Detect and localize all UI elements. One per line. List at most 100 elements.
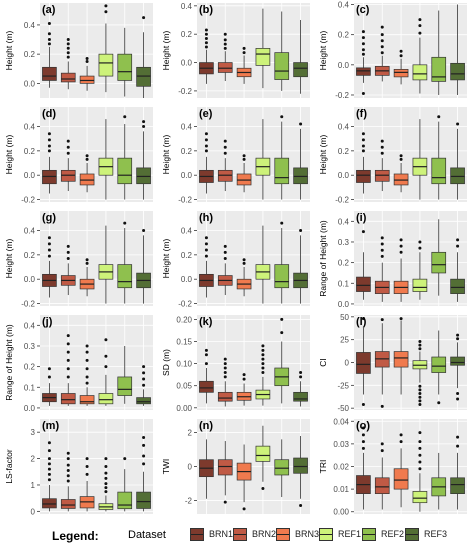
ytick-label-0-1: 0.2 (24, 50, 36, 59)
outlier-14-2-0 (399, 440, 403, 444)
panel-1: -0.2 0.0 0.2 0.4 (b) Height (m) (161, 2, 310, 98)
box-14-ref3 (450, 477, 465, 494)
box-8-ref3 (450, 278, 465, 294)
legend-label-ref1: REF1 (338, 529, 362, 539)
ytick-label-3-1: 0.0 (24, 171, 36, 180)
outlier-3-1-1 (66, 145, 70, 149)
ytick-label-13-1: 0 (188, 463, 193, 472)
outlier-14-2-1 (399, 433, 403, 437)
box-0-ref2 (117, 53, 133, 81)
panel-tag-10: (k) (199, 316, 213, 328)
box-12-brn2 (60, 499, 76, 509)
ytick-label-5-1: 0.0 (338, 171, 350, 180)
outlier-1-1-2 (223, 38, 227, 42)
outlier-14-5-1 (456, 435, 460, 439)
outlier-14-5-0 (456, 444, 460, 448)
outlier-6-5-0 (142, 228, 146, 232)
panel-tag-11: (l) (356, 316, 367, 328)
outlier-6-1-2 (66, 244, 70, 248)
outlier-1-2-0 (242, 51, 246, 55)
box-4-ref2 (274, 157, 290, 185)
panel-background-12 (40, 419, 153, 514)
outlier-11-3-1 (418, 343, 422, 347)
outlier-3-0-3 (47, 132, 51, 136)
outlier-11-3-4 (418, 388, 422, 392)
ytick-label-5-3: 0.4 (338, 122, 350, 131)
ytick-label-6-0: -0.2 (21, 300, 35, 309)
y-axis-label-10: SD (m) (161, 349, 171, 376)
outlier-11-1-0 (380, 404, 384, 408)
ytick-label-12-2: 2 (31, 455, 36, 464)
box-5-ref3 (450, 167, 465, 185)
outlier-11-5-2 (456, 392, 460, 396)
legend-key-brn1 (190, 528, 204, 541)
panel-background-7 (197, 211, 310, 306)
ytick-label-10-2: 0.10 (176, 360, 192, 369)
outlier-4-2-1 (242, 154, 246, 158)
outlier-6-1-0 (66, 257, 70, 260)
outlier-3-1-2 (66, 139, 70, 143)
outlier-7-0-1 (204, 248, 208, 252)
box-11-brn1 (356, 352, 371, 374)
outlier-8-2-0 (399, 250, 403, 254)
box-3-ref2 (117, 157, 133, 185)
outlier-10-1-1 (223, 370, 227, 374)
panel-10: 0.00 0.05 0.10 0.15 0.20 (k) SD (m) (161, 315, 310, 413)
ytick-label-10-0: 0.00 (176, 404, 192, 413)
panel-tag-0: (a) (42, 4, 56, 16)
ytick-label-13-0: -2 (185, 496, 193, 505)
panel-tag-1: (b) (199, 4, 213, 16)
outlier-14-0-3 (361, 426, 365, 430)
outlier-2-1-1 (380, 45, 384, 49)
outlier-10-3-6 (261, 344, 265, 348)
outlier-10-4-0 (280, 331, 284, 335)
outlier-2-1-3 (380, 33, 384, 37)
outlier-12-3-2 (104, 482, 108, 486)
legend: Legend: Dataset BRN1 BRN2 BRN3 REF1 REF2… (0, 520, 470, 550)
outlier-10-3-2 (261, 362, 265, 366)
ytick-label-14-0: 0.00 (333, 508, 349, 517)
y-axis-label-5: Height (m) (318, 135, 328, 175)
outlier-12-5-3 (142, 435, 146, 439)
ytick-label-8-4: 0.4 (338, 217, 350, 226)
box-9-ref1 (98, 393, 114, 405)
panel-background-9 (40, 315, 153, 410)
box-11-ref3 (450, 356, 465, 366)
outlier-3-2-0 (85, 157, 89, 161)
outlier-12-1-1 (66, 474, 70, 478)
outlier-14-3-0 (418, 467, 422, 471)
legend-dataset-label: Dataset (128, 529, 166, 541)
outlier-11-3-6 (418, 395, 422, 399)
outlier-2-1-0 (380, 51, 384, 55)
outlier-0-0-0 (47, 42, 51, 46)
outlier-10-3-5 (261, 348, 265, 352)
outlier-2-0-4 (361, 30, 365, 34)
panel-tag-4: (e) (199, 108, 213, 120)
ytick-label-1-2: 0.2 (181, 30, 193, 39)
outlier-12-1-0 (66, 479, 70, 483)
ytick-label-3-0: -0.2 (21, 196, 35, 205)
outlier-7-1-2 (223, 244, 227, 248)
ytick-label-5-0: -0.2 (335, 196, 349, 205)
box-1-brn2 (217, 62, 233, 73)
ytick-label-12-0: 0 (31, 507, 36, 516)
box-1-ref2 (274, 52, 290, 80)
panel-8: 0.0 0.1 0.2 0.3 0.4 (i) Range of Height (m) (318, 211, 467, 309)
outlier-0-2-0 (85, 59, 89, 63)
outlier-8-0-0 (361, 230, 365, 234)
box-1-ref3 (293, 62, 308, 78)
outlier-4-1-1 (223, 145, 227, 149)
panel-9: 0.0 0.1 0.2 0.3 0.4 (j) Range of Height (m) (4, 315, 153, 413)
outlier-1-0-3 (204, 32, 208, 36)
outlier-12-0-1 (47, 472, 51, 476)
box-8-brn1 (356, 276, 371, 292)
outlier-5-0-0 (361, 149, 365, 153)
box-4-brn2 (217, 169, 233, 182)
panel-background-6 (40, 211, 153, 306)
panel-background-5 (354, 107, 467, 202)
legend-label-brn1: BRN1 (209, 529, 234, 539)
outlier-14-0-1 (361, 440, 365, 444)
outlier-11-3-7 (418, 399, 422, 403)
outlier-14-3-4 (418, 440, 422, 444)
box-13-ref2 (274, 459, 290, 476)
